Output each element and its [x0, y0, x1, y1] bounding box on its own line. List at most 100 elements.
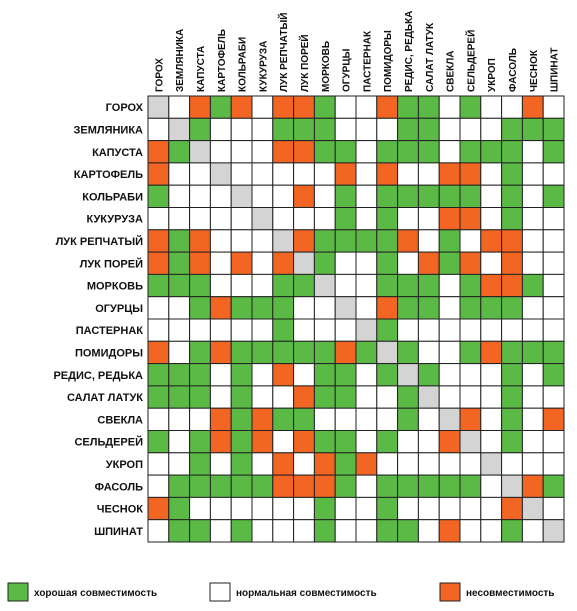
column-label: ЛУК ПОРЕЙ — [298, 34, 311, 92]
heatmap-cell — [209, 251, 232, 275]
heatmap-cell — [147, 184, 170, 208]
heatmap-cell — [397, 452, 419, 476]
heatmap-cell — [501, 385, 523, 409]
heatmap-cell — [480, 430, 503, 454]
heatmap-cell — [355, 229, 378, 253]
row-label: РЕДИС, РЕДЬКА — [53, 370, 143, 382]
column-label: ПАСТЕРНАК — [362, 30, 373, 92]
heatmap-cell — [168, 407, 191, 432]
heatmap-cell — [230, 474, 253, 498]
column-label: ШПИНАТ — [550, 48, 561, 92]
heatmap-cell — [168, 519, 191, 543]
heatmap-cell — [334, 452, 357, 476]
heatmap-cell — [147, 474, 170, 498]
heatmap-cell — [459, 229, 482, 253]
heatmap-cell — [501, 162, 523, 186]
heatmap-cell — [417, 385, 440, 409]
heatmap-cell — [355, 385, 378, 409]
heatmap-cell — [417, 496, 440, 521]
heatmap-cell — [459, 474, 482, 498]
heatmap-cell — [397, 407, 419, 432]
heatmap-cell — [189, 496, 211, 521]
heatmap-cell — [459, 407, 482, 432]
heatmap-cell — [459, 430, 482, 454]
heatmap-cell — [501, 318, 523, 342]
heatmap-cell — [209, 162, 232, 186]
heatmap-cell — [542, 251, 565, 275]
heatmap-cell — [189, 385, 211, 409]
heatmap-cell — [521, 273, 544, 298]
heatmap-cell — [459, 117, 482, 142]
column-label: ОГУРЦЫ — [342, 48, 353, 92]
heatmap-cell — [251, 140, 274, 164]
heatmap-cell — [480, 318, 503, 342]
heatmap-cell — [521, 207, 544, 231]
heatmap-cell — [355, 140, 378, 164]
heatmap-cell — [230, 519, 253, 543]
heatmap-cell — [230, 340, 253, 365]
heatmap-cell — [438, 162, 461, 186]
heatmap-cell — [459, 363, 482, 387]
heatmap-cell — [376, 407, 399, 432]
heatmap-cell — [147, 452, 170, 476]
row-labels: ГОРОХ ЗЕМЛЯНИКА КАПУСТА КАРТОФЕЛЬ КОЛЬРАБИ КУ… — [53, 102, 143, 538]
heatmap-cell — [251, 162, 274, 186]
heatmap-cell — [376, 430, 399, 454]
row-label: ЗЕМЛЯНИКА — [73, 124, 143, 136]
heatmap-cell — [168, 117, 191, 142]
heatmap-cell — [355, 273, 378, 298]
heatmap-cell — [313, 363, 336, 387]
heatmap-cell — [480, 184, 503, 208]
heatmap-cell — [397, 385, 419, 409]
heatmap-cell — [293, 273, 315, 298]
heatmap-cell — [168, 207, 191, 231]
column-label: КОЛЬРАБИ — [238, 37, 249, 92]
heatmap-cell — [168, 496, 191, 521]
heatmap-cell — [147, 117, 170, 142]
heatmap-cell — [230, 496, 253, 521]
heatmap-cell — [251, 184, 274, 208]
heatmap-cell — [417, 296, 440, 320]
heatmap-cell — [521, 140, 544, 164]
heatmap-cell — [417, 452, 440, 476]
heatmap-cell — [293, 95, 315, 119]
heatmap-cell — [542, 519, 565, 543]
heatmap-cell — [521, 496, 544, 521]
heatmap-cell — [293, 407, 315, 432]
heatmap-cell — [230, 251, 253, 275]
heatmap-cell — [272, 162, 295, 186]
heatmap-cell — [438, 207, 461, 231]
heatmap-cell — [272, 184, 295, 208]
heatmap-cell — [147, 296, 170, 320]
heatmap-cell — [438, 496, 461, 521]
heatmap-cell — [147, 496, 170, 521]
heatmap-cell — [230, 296, 253, 320]
heatmap-cell — [209, 140, 232, 164]
heatmap-cell — [397, 363, 419, 387]
heatmap-cell — [376, 363, 399, 387]
legend-label-good: хорошая совместимость — [34, 588, 157, 599]
heatmap-cell — [230, 95, 253, 119]
heatmap-cell — [313, 296, 336, 320]
heatmap-cell — [438, 140, 461, 164]
heatmap-cell — [417, 340, 440, 365]
legend-swatch-normal — [209, 582, 231, 602]
heatmap-cell — [334, 95, 357, 119]
heatmap-cell — [209, 452, 232, 476]
heatmap-cell — [355, 519, 378, 543]
heatmap-cell — [293, 496, 315, 521]
heatmap-cell — [168, 363, 191, 387]
heatmap-cell — [480, 407, 503, 432]
heatmap-cell — [501, 117, 523, 142]
heatmap-cell — [459, 95, 482, 119]
row-label: ЛУК ПОРЕЙ — [80, 257, 143, 270]
column-label: СВЕКЛА — [446, 51, 457, 92]
heatmap-cell — [293, 140, 315, 164]
heatmap-cell — [501, 474, 523, 498]
heatmap-cell — [147, 140, 170, 164]
heatmap-cell — [355, 184, 378, 208]
heatmap-cell — [438, 117, 461, 142]
heatmap-cell — [438, 452, 461, 476]
heatmap-cell — [397, 296, 419, 320]
